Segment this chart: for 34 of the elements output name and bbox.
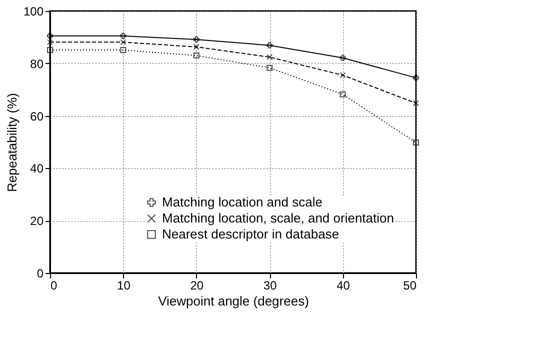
x-tick-label: 10: [117, 278, 131, 292]
y-tick-label: 100: [23, 4, 44, 18]
point: [193, 44, 200, 50]
x-tick-label: 20: [190, 278, 204, 292]
point: [340, 72, 346, 78]
point: [340, 91, 346, 98]
y-tick-label: 0: [36, 266, 44, 280]
point: [266, 54, 273, 60]
x-tick-label: 30: [263, 278, 278, 292]
point: [266, 42, 273, 48]
point: [193, 52, 200, 59]
point: [120, 32, 126, 39]
point: [193, 36, 200, 43]
point: [120, 39, 126, 46]
point: [413, 74, 419, 81]
point: [47, 32, 53, 39]
x-tick-label: 0: [50, 278, 58, 292]
point: [120, 47, 126, 54]
point: [413, 100, 419, 106]
point: [340, 54, 346, 61]
legend-label: Matching location and scale: [162, 194, 322, 210]
x-axis-title: Viewpoint angle (degrees): [158, 294, 309, 308]
y-axis-title: Repeatability (%): [4, 93, 20, 192]
y-tick-label: 60: [30, 109, 44, 124]
x-tick-label: 50: [403, 278, 417, 292]
point: [413, 140, 419, 146]
point: [266, 64, 273, 71]
y-tick-label: 20: [30, 214, 44, 228]
legend-label: Nearest descriptor in database: [162, 226, 340, 242]
y-tick-label: 40: [30, 162, 44, 176]
y-tick-label: 80: [30, 56, 44, 71]
x-tick-label: 40: [336, 278, 350, 292]
point: [47, 47, 53, 54]
legend-label: Matching location, scale, and orientation: [162, 210, 394, 226]
